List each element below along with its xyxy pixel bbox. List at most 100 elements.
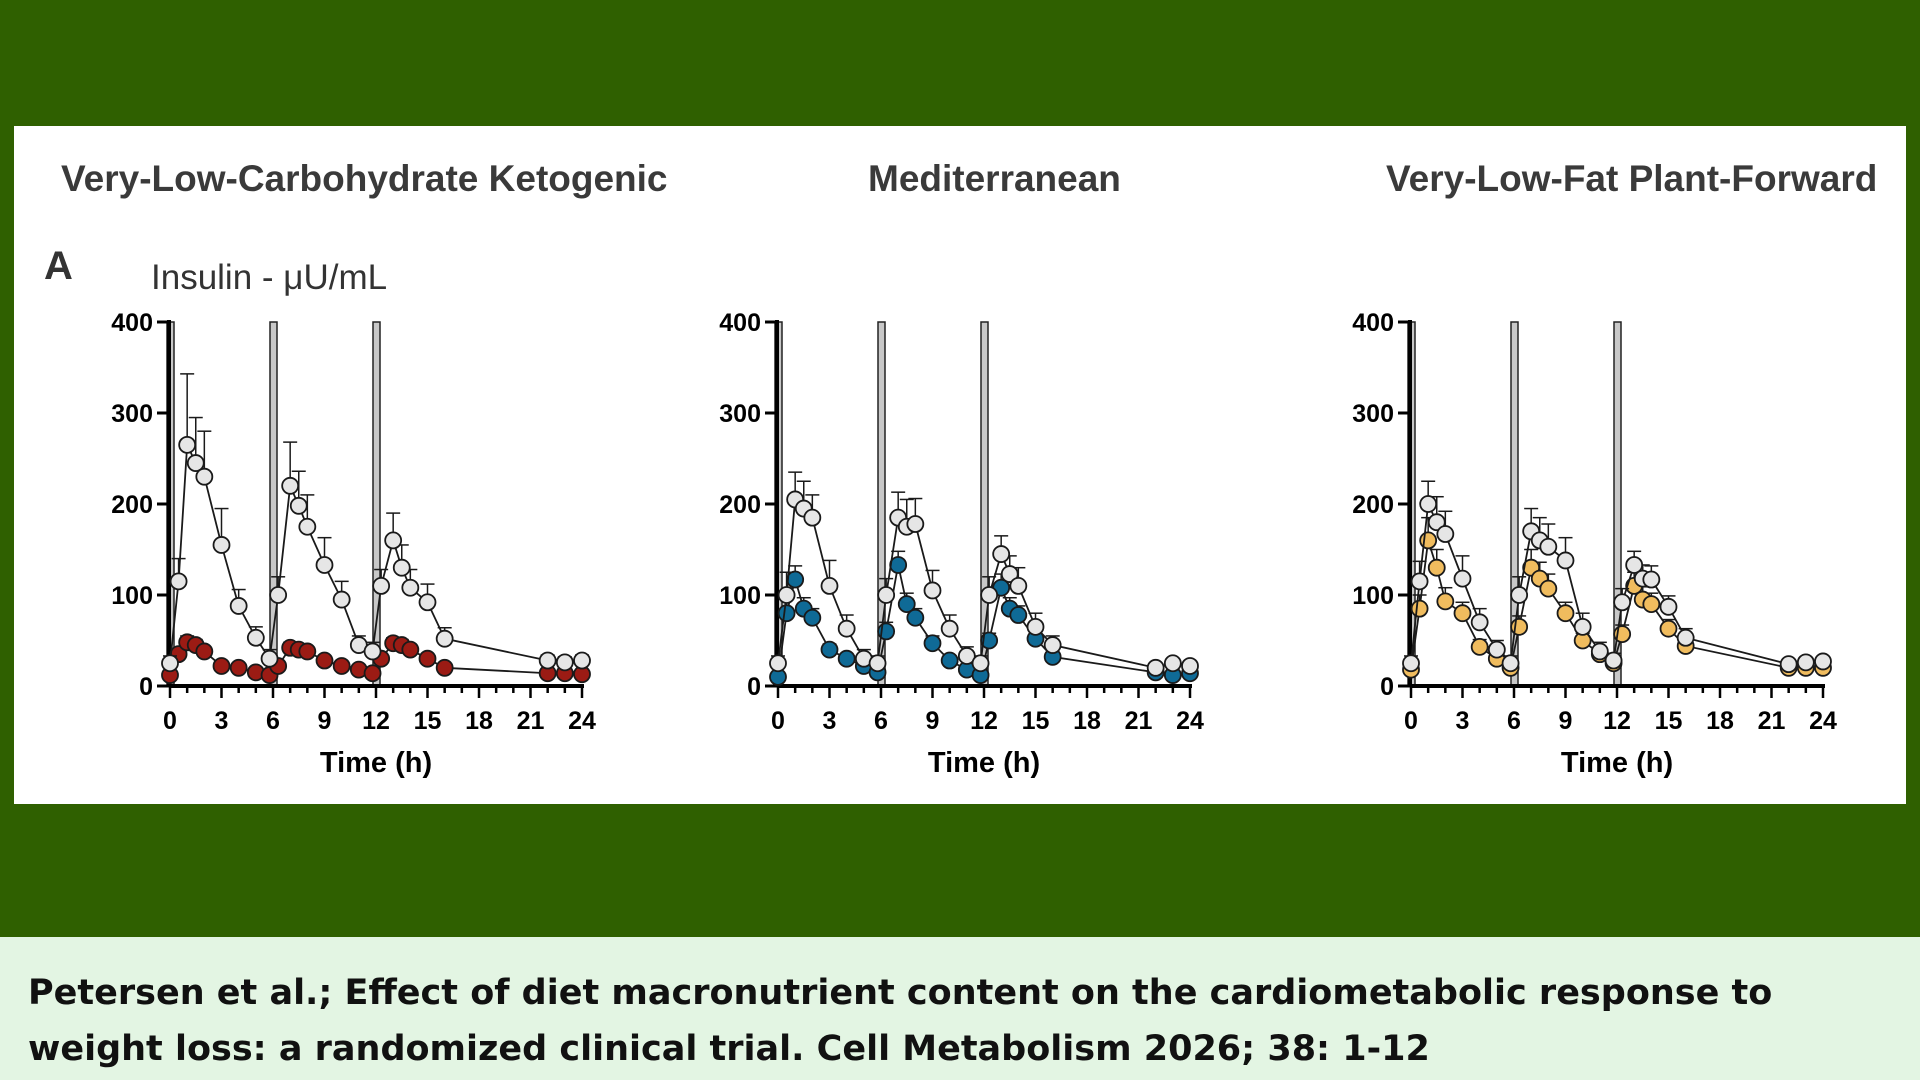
data-point <box>289 496 308 515</box>
data-point <box>1000 565 1019 583</box>
x-tick-label: 12 <box>362 707 390 735</box>
data-point <box>1410 572 1429 591</box>
x-tick-label: 21 <box>1125 707 1153 735</box>
y-tick-label: 100 <box>719 582 761 610</box>
chart-2: 0 100 200 300 400 0 3 6 9 12 15 18 21 24 Time (h) <box>1352 309 1837 779</box>
data-point <box>1470 613 1489 632</box>
data-point <box>1009 576 1028 595</box>
data-point <box>1814 652 1832 671</box>
y-tick-label: 200 <box>111 491 153 519</box>
data-point <box>332 657 351 675</box>
y-tick-label: 300 <box>719 400 761 428</box>
data-point <box>877 586 896 604</box>
data-point <box>1419 495 1438 513</box>
data-point <box>1470 637 1489 656</box>
y-tick-label: 400 <box>111 309 153 337</box>
y-unit-label: Insulin - μU/mL <box>151 258 388 297</box>
data-point <box>992 545 1011 563</box>
data-point <box>363 664 382 683</box>
data-point <box>372 576 391 595</box>
data-point <box>195 642 214 661</box>
data-point <box>1642 595 1661 614</box>
data-point <box>1590 642 1609 661</box>
data-point <box>971 654 990 673</box>
x-tick-label: 3 <box>215 707 229 735</box>
y-tick-label: 0 <box>139 673 153 701</box>
citation-text: Petersen et al.; Effect of diet macronut… <box>28 973 1773 1069</box>
data-point <box>332 590 351 609</box>
data-point <box>1436 525 1455 543</box>
data-point <box>269 586 288 604</box>
x-tick-label: 0 <box>163 707 177 735</box>
y-tick-label: 0 <box>1380 673 1394 701</box>
data-point <box>1453 569 1472 588</box>
data-point <box>1539 579 1558 598</box>
data-point <box>298 642 317 661</box>
data-point <box>940 619 959 638</box>
data-point <box>1779 655 1798 674</box>
data-point <box>1146 658 1165 677</box>
chart-title-plant-forward: Very-Low-Fat Plant-Forward <box>1386 158 1878 199</box>
data-point <box>906 515 925 533</box>
data-point <box>1419 531 1438 550</box>
data-point <box>435 629 454 648</box>
data-point <box>777 586 796 604</box>
data-point <box>897 595 916 614</box>
x-tick-label: 18 <box>1706 707 1734 735</box>
data-point <box>1163 654 1182 673</box>
data-point <box>1604 651 1623 670</box>
chart-1: 0 100 200 300 400 0 3 6 9 12 15 18 21 24 Time (h) <box>719 309 1204 779</box>
data-point <box>1427 513 1446 532</box>
x-tick-label: 21 <box>517 707 545 735</box>
y-tick-label: 400 <box>1352 309 1394 337</box>
data-point <box>980 631 999 650</box>
data-point <box>229 597 248 615</box>
data-point <box>212 657 231 675</box>
x-tick-label: 9 <box>318 707 332 735</box>
data-point <box>298 517 317 536</box>
x-tick-label: 18 <box>1073 707 1101 735</box>
y-tick-label: 0 <box>747 673 761 701</box>
data-point <box>1487 640 1506 659</box>
data-point <box>923 581 942 600</box>
data-point <box>803 608 822 627</box>
series-diet <box>1402 516 1832 679</box>
data-point <box>1026 617 1045 636</box>
y-tick-label: 300 <box>1352 400 1394 428</box>
citation-bar: Petersen et al.; Effect of diet macronut… <box>0 937 1920 1080</box>
data-point <box>957 647 976 665</box>
data-point <box>1501 654 1520 673</box>
data-point <box>229 658 248 677</box>
data-point <box>1539 537 1558 556</box>
x-tick-label: 24 <box>1176 707 1204 735</box>
data-point <box>169 572 188 591</box>
x-tick-label: 0 <box>1404 707 1418 735</box>
data-point <box>418 649 437 668</box>
data-point <box>1659 619 1678 638</box>
data-point <box>1410 599 1429 618</box>
x-tick-label: 9 <box>926 707 940 735</box>
data-point <box>1659 597 1678 616</box>
y-tick-label: 200 <box>719 491 761 519</box>
data-point <box>260 649 279 668</box>
data-point <box>786 570 805 589</box>
data-point <box>1676 628 1695 647</box>
x-tick-label: 6 <box>874 707 888 735</box>
data-point <box>195 467 214 486</box>
data-point <box>906 608 925 627</box>
data-point <box>392 558 411 577</box>
data-point <box>573 651 591 670</box>
data-point <box>923 634 942 653</box>
x-tick-label: 15 <box>414 707 442 735</box>
series-reference <box>161 373 591 673</box>
panel-letter: A <box>44 244 73 288</box>
x-tick-label: 18 <box>465 707 493 735</box>
data-point <box>1556 604 1575 623</box>
x-tick-label: 6 <box>1507 707 1521 735</box>
data-point <box>418 593 437 612</box>
data-point <box>363 642 382 661</box>
x-tick-label: 15 <box>1022 707 1050 735</box>
data-point <box>178 435 197 454</box>
series-reference <box>769 471 1199 677</box>
